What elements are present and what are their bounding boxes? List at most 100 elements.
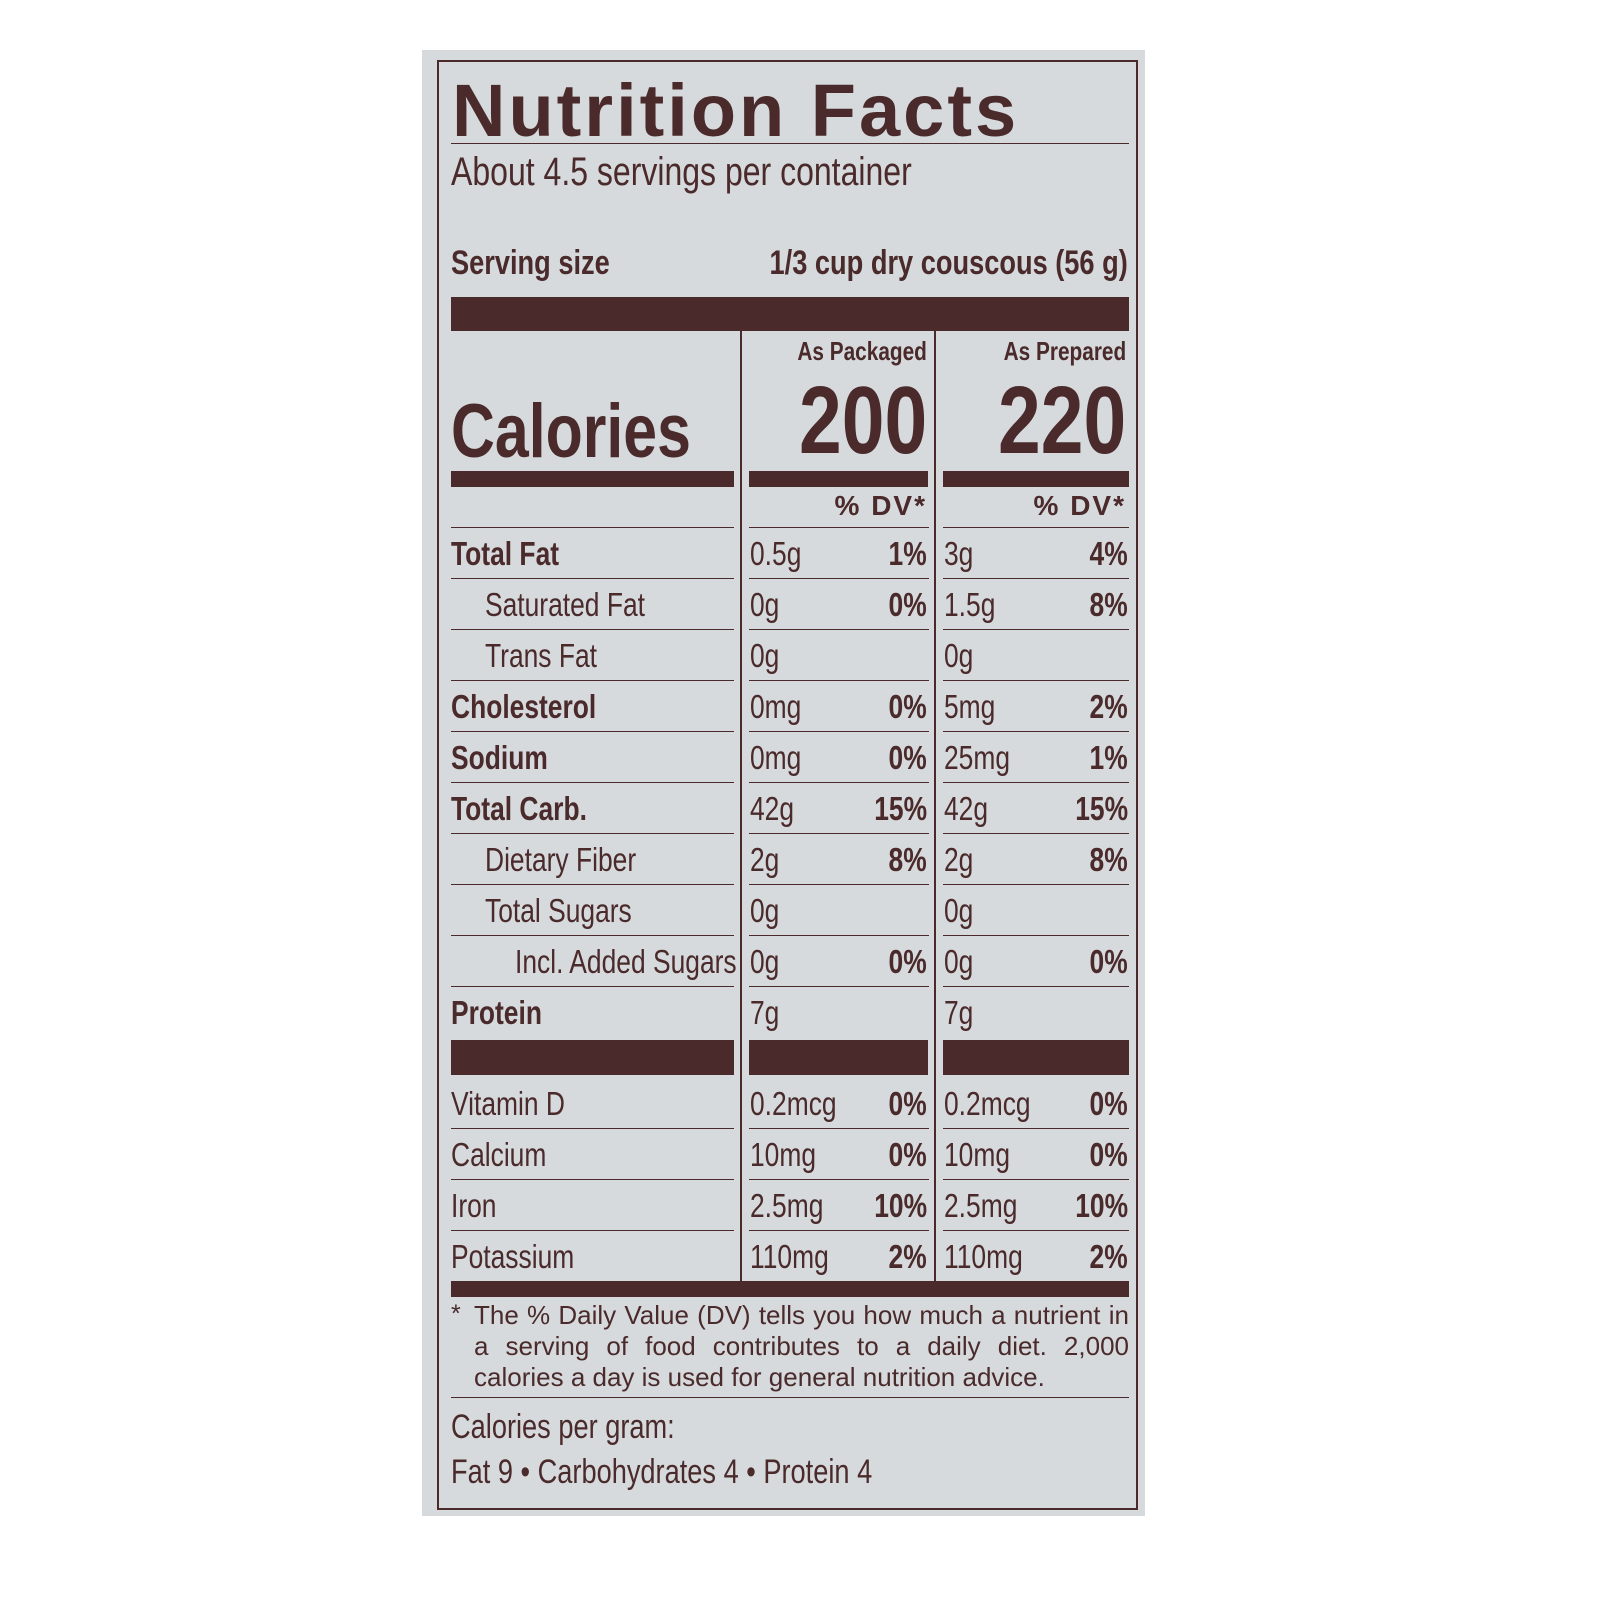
nutrient-row: Potassium 110mg 2% 110mg 2% [451, 1230, 1129, 1281]
row-divider [943, 782, 1129, 783]
footnote: The % Daily Value (DV) tells you how muc… [474, 1300, 1129, 1392]
thick-divider [749, 1040, 928, 1075]
packaged-dv: 1% [888, 535, 927, 572]
prepared-dv: 4% [1089, 535, 1128, 572]
thick-divider [451, 297, 1129, 331]
bottom-divider [451, 1281, 1129, 1297]
prepared-amount: 0g [944, 943, 974, 980]
prepared-dv: 8% [1089, 586, 1128, 623]
nutrient-row: Saturated Fat 0g 0% 1.5g 8% [451, 578, 1129, 629]
row-divider [451, 986, 734, 987]
prepared-dv: 0% [1089, 1136, 1128, 1173]
prepared-amount: 1.5g [944, 586, 996, 623]
packaged-amount: 7g [750, 994, 780, 1031]
row-divider [749, 986, 929, 987]
row-divider [749, 782, 929, 783]
row-divider [943, 1128, 1129, 1129]
serving-size-label: Serving size [451, 244, 610, 282]
servings-per-container: About 4.5 servings per container [451, 150, 912, 194]
divider [451, 143, 1129, 144]
packaged-amount: 2.5mg [750, 1187, 824, 1224]
thick-divider [451, 1040, 734, 1075]
packaged-amount: 2g [750, 841, 780, 878]
nutrient-row: Sodium 0mg 0% 25mg 1% [451, 731, 1129, 782]
prepared-dv: 1% [1089, 739, 1128, 776]
row-divider [451, 935, 734, 936]
prepared-amount: 0.2mcg [944, 1085, 1031, 1122]
row-divider [451, 527, 734, 528]
nutrient-name: Potassium [451, 1238, 575, 1275]
row-divider [749, 680, 929, 681]
column-divider [740, 330, 742, 1281]
row-divider [451, 833, 734, 834]
label-title: Nutrition Facts [452, 69, 1020, 152]
nutrient-name: Total Fat [451, 535, 560, 572]
nutrient-row: Vitamin D 0.2mcg 0% 0.2mcg 0% [451, 1077, 1129, 1128]
prepared-dv [1008, 637, 1128, 675]
nutrient-name: Sodium [451, 739, 548, 776]
packaged-amount: 0g [750, 943, 780, 980]
nutrient-row: Cholesterol 0mg 0% 5mg 2% [451, 680, 1129, 731]
packaged-amount: 110mg [750, 1238, 829, 1275]
prepared-dv: 0% [1089, 943, 1128, 980]
row-divider [943, 680, 1129, 681]
nutrient-name: Trans Fat [485, 637, 597, 674]
medium-divider [943, 471, 1129, 487]
row-divider [749, 833, 929, 834]
prepared-dv: 2% [1089, 1238, 1128, 1275]
prepared-dv [1008, 892, 1128, 930]
row-divider [943, 731, 1129, 732]
row-divider [749, 935, 929, 936]
prepared-amount: 2.5mg [944, 1187, 1018, 1224]
nutrient-name: Iron [451, 1187, 497, 1224]
prepared-dv: 10% [1075, 1187, 1128, 1224]
calories-label: Calories [451, 389, 691, 474]
packaged-dv: 10% [874, 1187, 927, 1224]
nutrient-name: Incl. Added Sugars [515, 943, 737, 980]
packaged-amount: 0g [750, 586, 780, 623]
calories-per-gram-label: Calories per gram: [451, 1408, 675, 1446]
row-divider [451, 1128, 734, 1129]
packaged-dv: 2% [888, 1238, 927, 1275]
row-divider [451, 578, 734, 579]
footnote-star: * [451, 1300, 461, 1328]
packaged-dv: 0% [888, 1085, 927, 1122]
prepared-amount: 10mg [944, 1136, 1011, 1173]
nutrient-row: Total Sugars 0g 0g [451, 884, 1129, 935]
row-divider [943, 1230, 1129, 1231]
packaged-dv: 0% [888, 1136, 927, 1173]
row-divider [749, 578, 929, 579]
row-divider [749, 629, 929, 630]
packaged-amount: 10mg [750, 1136, 817, 1173]
row-divider [943, 527, 1129, 528]
prepared-amount: 0g [944, 637, 974, 674]
prepared-amount: 0g [944, 892, 974, 929]
prepared-amount: 2g [944, 841, 974, 878]
packaged-dv [807, 892, 927, 930]
packaged-amount: 0.5g [750, 535, 802, 572]
packaged-amount: 0g [750, 637, 780, 674]
row-divider [943, 833, 1129, 834]
packaged-amount: 42g [750, 790, 795, 827]
nutrient-row: Total Carb. 42g 15% 42g 15% [451, 782, 1129, 833]
prepared-amount: 25mg [944, 739, 1011, 776]
nutrient-name: Vitamin D [451, 1085, 565, 1122]
prepared-dv: 15% [1075, 790, 1128, 827]
nutrient-name: Protein [451, 994, 542, 1031]
nutrient-name: Total Carb. [451, 790, 587, 827]
as-prepared-header: As Prepared [1003, 336, 1126, 366]
calories-packaged: 200 [798, 367, 927, 474]
prepared-amount: 3g [944, 535, 974, 572]
prepared-dv: 2% [1089, 688, 1128, 725]
as-packaged-header: As Packaged [797, 336, 928, 366]
row-divider [943, 986, 1129, 987]
prepared-dv [1008, 994, 1128, 1032]
nutrient-row: Dietary Fiber 2g 8% 2g 8% [451, 833, 1129, 884]
nutrient-row: Protein 7g 7g [451, 986, 1129, 1037]
prepared-amount: 42g [944, 790, 989, 827]
row-divider [943, 629, 1129, 630]
prepared-amount: 110mg [944, 1238, 1023, 1275]
packaged-amount: 0.2mcg [750, 1085, 837, 1122]
row-divider [749, 1230, 929, 1231]
row-divider [943, 1179, 1129, 1180]
